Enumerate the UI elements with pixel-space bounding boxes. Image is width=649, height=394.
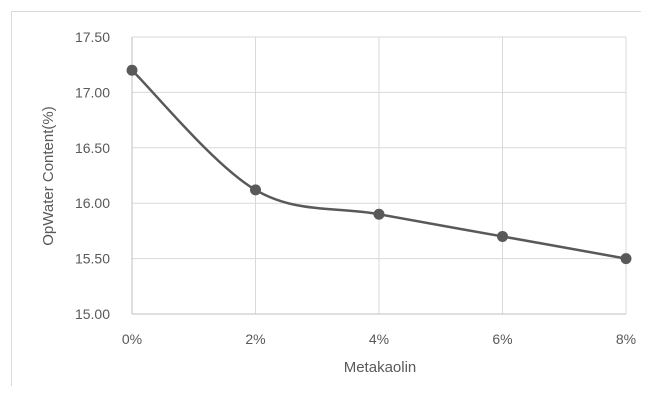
data-point [250, 184, 261, 196]
y-tick-label: 15.50 [75, 251, 110, 267]
data-point [497, 230, 508, 242]
x-axis [131, 37, 626, 315]
y-axis-tick-labels: 15.00 15.50 16.00 16.50 17.00 17.50 [75, 29, 110, 322]
x-axis-title: Metakaolin [344, 359, 417, 376]
x-tick-label: 8% [616, 331, 636, 347]
y-tick-label: 17.50 [75, 29, 110, 45]
y-tick-label: 17.00 [75, 84, 110, 100]
data-point-markers [126, 64, 632, 265]
x-tick-label: 4% [369, 331, 389, 347]
data-point [126, 64, 138, 76]
x-tick-label: 2% [245, 331, 265, 347]
data-point [620, 253, 632, 265]
x-tick-label: 6% [492, 331, 512, 347]
y-tick-label: 16.00 [75, 195, 110, 211]
data-point [373, 208, 385, 220]
y-tick-label: 15.00 [75, 306, 110, 322]
x-axis-tick-labels: 0% 2% 4% 6% 8% [122, 331, 636, 347]
chart-frame [11, 11, 641, 386]
grid-lines [132, 36, 627, 314]
x-tick-label: 0% [122, 331, 142, 347]
y-tick-label: 16.50 [75, 140, 110, 156]
y-axis-title: OpWater Content(%) [40, 106, 57, 246]
